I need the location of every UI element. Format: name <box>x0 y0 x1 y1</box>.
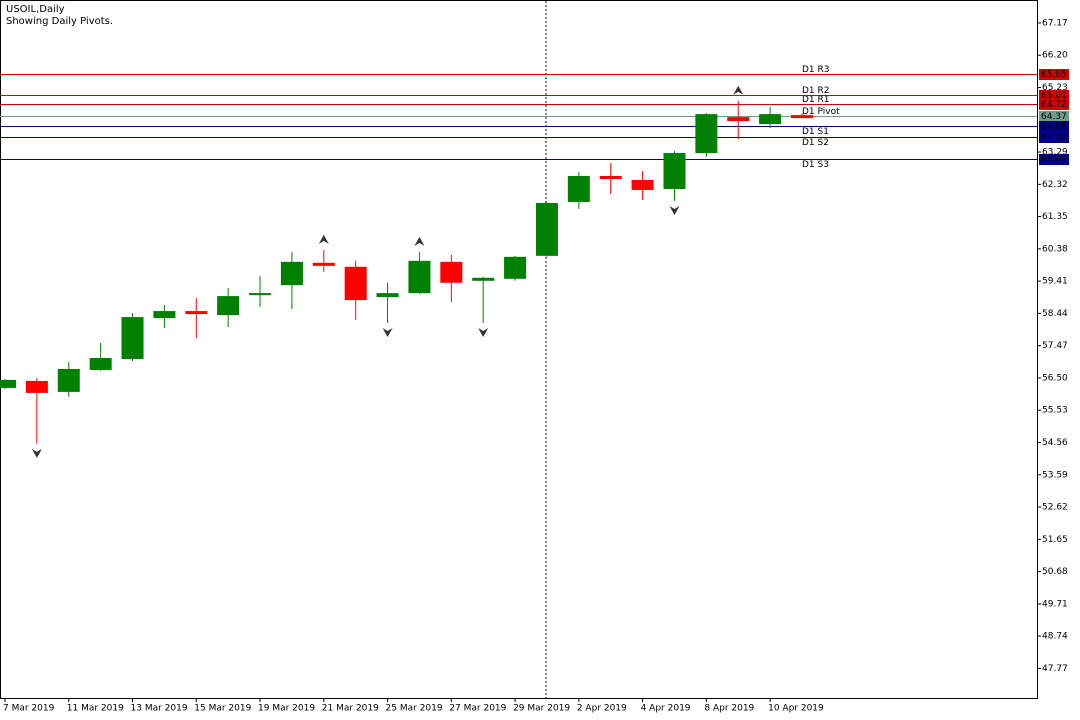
y-tick-label: 59.41 <box>1042 277 1068 287</box>
y-tick-label: 55.53 <box>1042 406 1068 416</box>
candle-body <box>440 261 463 283</box>
y-tick-label: 58.44 <box>1042 309 1068 319</box>
y-tick-label: 62.32 <box>1042 180 1068 190</box>
x-tick-label: 4 Apr 2019 <box>641 704 691 714</box>
candle-body <box>567 175 590 202</box>
candle-body <box>695 114 718 154</box>
candle-body <box>344 266 367 301</box>
candle-body <box>791 115 813 119</box>
price-badge <box>1039 90 1069 101</box>
x-tick-label: 27 Mar 2019 <box>449 704 506 714</box>
x-tick-label: 7 Mar 2019 <box>3 704 55 714</box>
candle-body <box>217 296 240 316</box>
y-tick-label: 66.20 <box>1042 51 1068 61</box>
candle-body <box>57 368 80 392</box>
pivot-label: D1 Pivot <box>802 107 840 117</box>
candle-body <box>249 293 272 296</box>
candle-body <box>89 357 112 370</box>
x-tick-label: 8 Apr 2019 <box>704 704 754 714</box>
price-badge-label: 63.09 <box>1041 155 1067 165</box>
x-tick-label: 10 Apr 2019 <box>768 704 824 714</box>
fractal-up <box>318 234 329 244</box>
fractal-down <box>669 205 680 215</box>
fractal-down <box>382 328 393 338</box>
x-tick-label: 21 Mar 2019 <box>322 704 379 714</box>
candle-body <box>663 153 686 189</box>
y-tick-label: 54.56 <box>1042 438 1068 448</box>
y-tick-label: 63.29 <box>1042 148 1068 158</box>
price-badge-label: 64.08 <box>1041 122 1067 132</box>
candle-body <box>631 179 654 190</box>
x-tick-label: 11 Mar 2019 <box>67 704 124 714</box>
candle-body <box>121 317 144 359</box>
fractal-down <box>31 448 42 458</box>
candle-body <box>759 114 782 125</box>
pivot-label: D1 S3 <box>802 160 829 170</box>
candle-body <box>504 256 527 279</box>
note: Showing Daily Pivots. <box>6 16 113 27</box>
y-tick-label: 57.47 <box>1042 341 1068 351</box>
price-badge-label: 64.37 <box>1041 112 1067 122</box>
candle-body <box>408 260 431 294</box>
candle-body <box>185 311 208 315</box>
pivot-label: D1 S1 <box>802 127 829 137</box>
price-badge <box>1039 99 1069 110</box>
x-tick-label: 15 Mar 2019 <box>194 704 251 714</box>
candle-body <box>280 261 303 286</box>
x-tick-label: 25 Mar 2019 <box>386 704 443 714</box>
x-tick-label: 29 Mar 2019 <box>513 704 570 714</box>
y-tick-label: 51.65 <box>1042 535 1068 545</box>
price-badge-label: 64.72 <box>1041 100 1067 110</box>
y-tick-label: 49.71 <box>1042 599 1068 609</box>
y-tick-label: 61.35 <box>1042 212 1068 222</box>
fractal-up <box>733 85 744 95</box>
fractal-up <box>414 236 425 246</box>
price-badge <box>1039 111 1069 122</box>
candle-body <box>727 117 750 122</box>
fractal-down <box>478 328 489 338</box>
y-tick-label: 52.62 <box>1042 503 1068 513</box>
candle-body <box>535 202 558 256</box>
price-badge <box>1039 154 1069 165</box>
candle-body <box>0 379 16 388</box>
plot-frame <box>0 0 1038 699</box>
candle-body <box>312 262 335 266</box>
price-badge <box>1039 69 1069 80</box>
candle-body <box>472 277 495 281</box>
pivot-label: D1 R1 <box>802 95 830 105</box>
symbol: USOIL,Daily <box>6 4 65 15</box>
y-tick-label: 47.77 <box>1042 664 1068 674</box>
price-badge-label: 65.65 <box>1041 70 1067 80</box>
candle-layer <box>0 85 813 458</box>
pivot-label: D1 R3 <box>802 65 830 75</box>
pivot-label: D1 R2 <box>802 86 830 96</box>
price-badge <box>1039 132 1069 143</box>
y-tick-label: 50.68 <box>1042 567 1068 577</box>
price-badge-label: 65.01 <box>1041 91 1067 101</box>
candle-body <box>599 175 622 179</box>
y-tick-label: 48.74 <box>1042 632 1068 642</box>
y-tick-label: 60.38 <box>1042 244 1068 254</box>
candle-body <box>153 311 176 319</box>
candle-body <box>376 293 399 298</box>
x-tick-label: 2 Apr 2019 <box>577 704 627 714</box>
y-tick-label: 53.59 <box>1042 470 1068 480</box>
candle-body <box>25 380 48 393</box>
pivot-label: D1 S2 <box>802 138 829 148</box>
y-tick-label: 56.50 <box>1042 373 1068 383</box>
price-badge <box>1039 121 1069 132</box>
x-tick-label: 19 Mar 2019 <box>258 704 315 714</box>
price-badge-label: 63.73 <box>1041 133 1067 143</box>
x-tick-label: 13 Mar 2019 <box>131 704 188 714</box>
y-tick-label: 67.17 <box>1042 18 1068 28</box>
y-tick-label: 65.23 <box>1042 83 1068 93</box>
